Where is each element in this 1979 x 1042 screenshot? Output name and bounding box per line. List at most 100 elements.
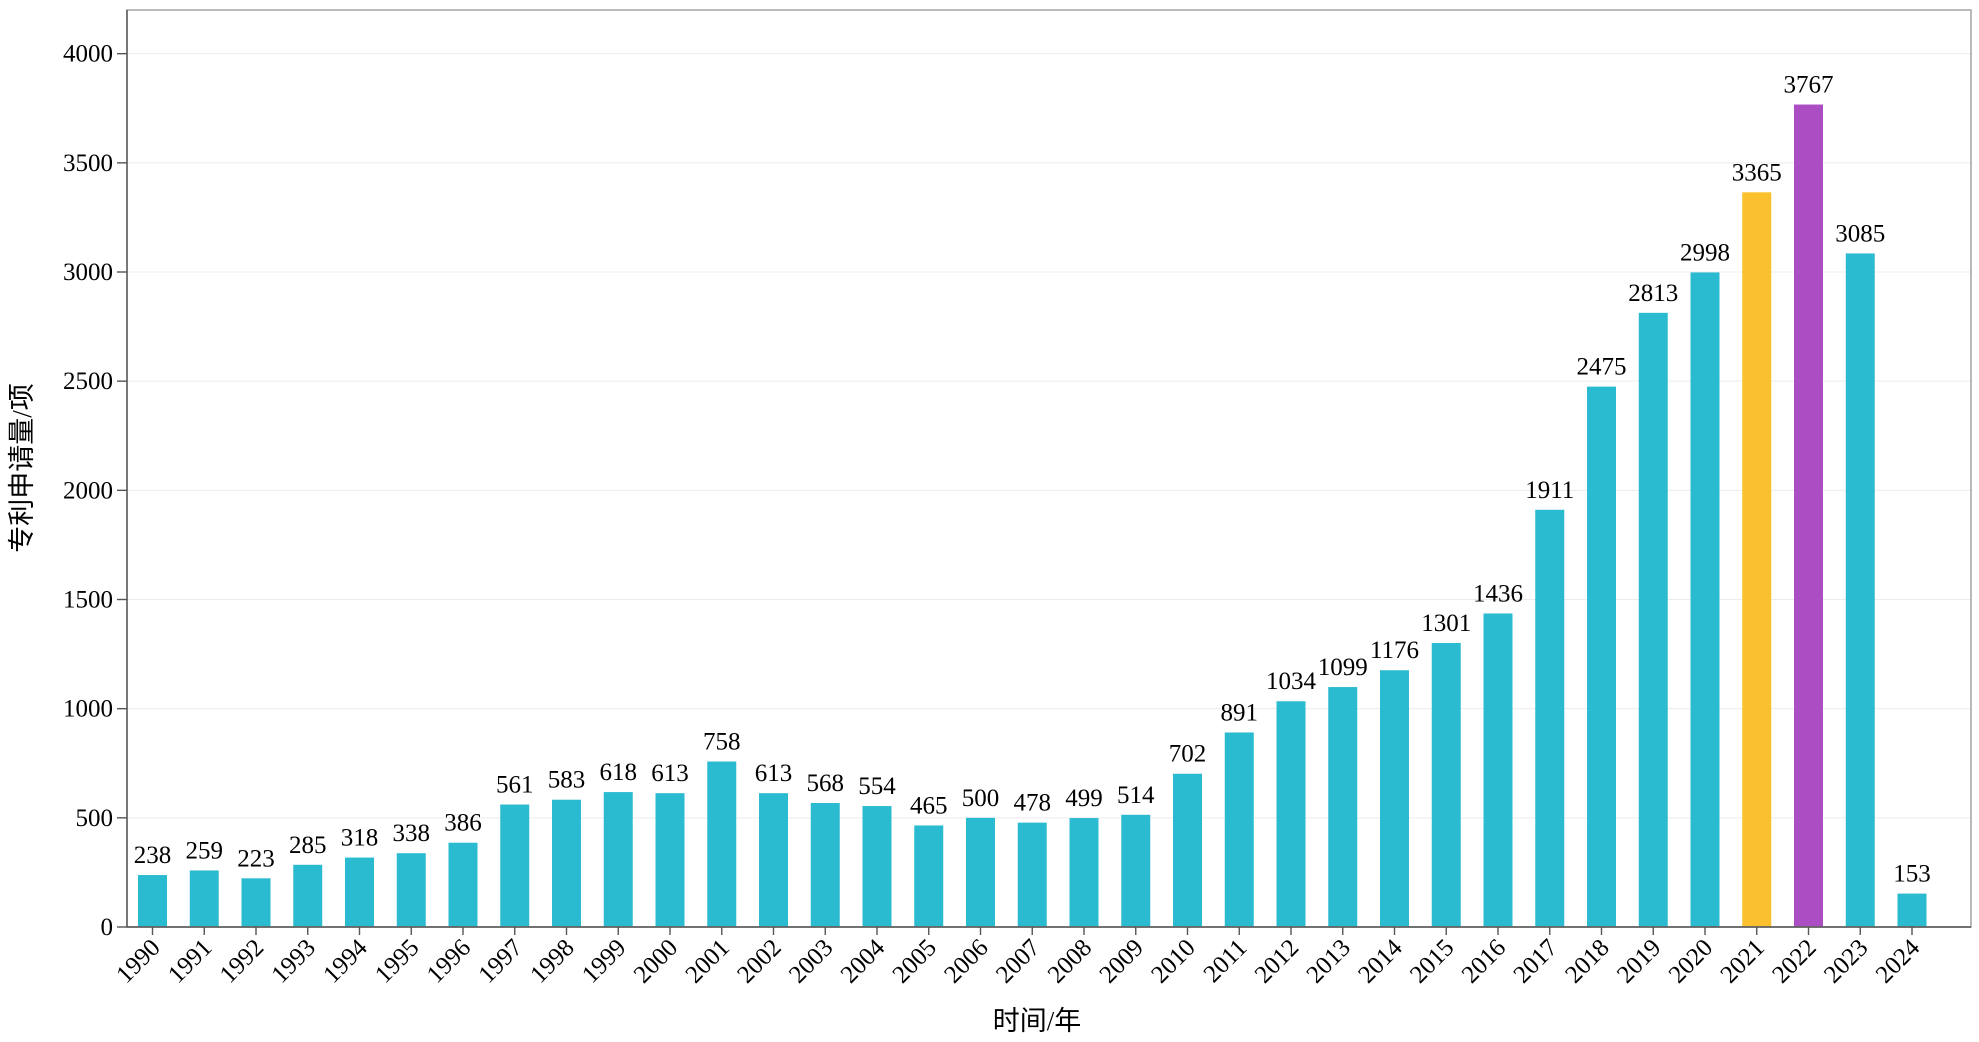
bar-value-label-1994: 318 (341, 825, 379, 852)
x-tick-label-1996: 1996 (422, 934, 476, 988)
x-tick-label-2012: 2012 (1250, 934, 1304, 988)
y-tick-label: 1000 (63, 696, 113, 723)
bar-2023 (1845, 253, 1875, 928)
bar-value-label-1997: 561 (496, 772, 534, 799)
x-axis-ticks: 1990199119921993199419951996199719981999… (111, 927, 1926, 989)
bar-value-label-2002: 613 (755, 760, 793, 787)
bar-value-label-2011: 891 (1221, 699, 1259, 726)
bar-value-label-2013: 1099 (1318, 654, 1368, 681)
y-tick-label: 2000 (63, 477, 113, 504)
x-tick-label-1990: 1990 (111, 934, 165, 988)
x-tick-label-1997: 1997 (474, 934, 528, 988)
bar-value-label-2010: 702 (1169, 741, 1207, 768)
bar-value-label-1999: 618 (600, 759, 638, 786)
bar-value-label-2023: 3085 (1835, 220, 1885, 247)
bar-2012 (1276, 701, 1306, 927)
x-axis-title: 时间/年 (993, 1006, 1082, 1036)
bar-value-label-2001: 758 (703, 729, 741, 756)
bar-1998 (552, 799, 581, 927)
bars-layer (138, 104, 1927, 928)
bar-2008 (1069, 818, 1099, 927)
bar-value-label-2019: 2813 (1628, 280, 1678, 307)
bar-2017 (1535, 509, 1565, 927)
bar-2015 (1431, 642, 1461, 927)
x-tick-label-2004: 2004 (836, 934, 891, 989)
bar-1999 (603, 792, 633, 927)
x-tick-label-2007: 2007 (991, 934, 1045, 988)
x-tick-label-2020: 2020 (1664, 934, 1718, 988)
bar-value-label-2014: 1176 (1370, 637, 1419, 664)
y-tick-label: 4000 (63, 41, 113, 68)
bar-1992 (241, 878, 271, 927)
bar-value-label-2003: 568 (807, 770, 845, 797)
bar-value-label-2004: 554 (858, 773, 896, 800)
bar-value-label-2024: 153 (1893, 861, 1931, 888)
bar-2001 (707, 761, 737, 927)
x-tick-label-2023: 2023 (1819, 934, 1873, 988)
y-tick-label: 3000 (63, 259, 113, 286)
bar-value-label-2018: 2475 (1577, 354, 1627, 381)
bar-value-label-2020: 2998 (1680, 239, 1730, 266)
x-tick-label-2006: 2006 (939, 934, 993, 988)
x-tick-label-2008: 2008 (1043, 934, 1097, 988)
bar-value-label-2022: 3767 (1784, 72, 1834, 99)
bar-2010 (1173, 773, 1202, 927)
x-tick-label-2018: 2018 (1560, 934, 1614, 988)
x-tick-label-1991: 1991 (163, 934, 217, 988)
bar-1991 (189, 870, 219, 927)
bar-value-label-2000: 613 (651, 760, 689, 787)
x-tick-label-2017: 2017 (1509, 934, 1563, 988)
bar-value-label-1998: 583 (548, 767, 586, 794)
x-tick-label-2001: 2001 (681, 934, 735, 988)
x-tick-label-2002: 2002 (732, 934, 786, 988)
grid-layer (127, 53, 1971, 819)
x-tick-label-1994: 1994 (318, 934, 373, 989)
bar-1997 (500, 804, 530, 927)
y-tick-label: 2500 (63, 368, 113, 395)
bar-value-label-1992: 223 (237, 845, 275, 872)
x-tick-label-2000: 2000 (629, 934, 683, 988)
x-tick-label-2003: 2003 (784, 934, 838, 988)
y-tick-label: 0 (101, 914, 114, 941)
bar-2002 (759, 793, 788, 927)
bar-2003 (810, 802, 840, 927)
bar-value-label-2015: 1301 (1421, 610, 1471, 637)
bar-value-label-1996: 386 (444, 810, 482, 837)
bar-1994 (345, 857, 374, 927)
x-tick-label-1995: 1995 (370, 934, 424, 988)
bar-2007 (1017, 822, 1047, 927)
y-axis-title: 专利申请量/项 (7, 383, 37, 553)
bar-value-labels: 238 259 223 285 318 338 386 561 583 618 613 758 613 5… (134, 72, 1931, 888)
bar-value-label-2005: 465 (910, 792, 948, 819)
y-tick-label: 1500 (63, 587, 113, 614)
x-tick-label-2021: 2021 (1716, 934, 1770, 988)
y-tick-label: 500 (76, 805, 114, 832)
bar-value-label-2007: 478 (1014, 790, 1052, 817)
bar-value-label-1993: 285 (289, 832, 327, 859)
x-tick-label-2022: 2022 (1767, 934, 1821, 988)
bar-2006 (966, 817, 995, 927)
bar-value-label-1991: 259 (186, 837, 224, 864)
bar-1990 (138, 875, 167, 927)
bar-1996 (448, 842, 478, 927)
x-tick-label-2013: 2013 (1302, 934, 1356, 988)
x-tick-label-2016: 2016 (1457, 934, 1511, 988)
bar-2024 (1897, 893, 1927, 927)
bar-value-label-2017: 1911 (1525, 477, 1574, 504)
bar-2014 (1380, 670, 1409, 927)
bar-2022 (1794, 104, 1823, 927)
x-tick-label-2015: 2015 (1405, 934, 1459, 988)
bar-1995 (396, 853, 426, 927)
bar-value-label-2012: 1034 (1266, 668, 1317, 695)
bar-2016 (1483, 613, 1513, 927)
bar-2000 (655, 793, 685, 927)
y-tick-label: 3500 (63, 150, 113, 177)
x-tick-label-2011: 2011 (1199, 934, 1253, 988)
x-tick-label-2024: 2024 (1871, 934, 1926, 989)
bar-2020 (1690, 272, 1720, 928)
bar-value-label-1990: 238 (134, 842, 172, 869)
bar-2004 (862, 806, 892, 927)
x-tick-label-1993: 1993 (267, 934, 321, 988)
bar-value-label-2008: 499 (1065, 785, 1103, 812)
x-tick-label-1992: 1992 (215, 934, 269, 988)
